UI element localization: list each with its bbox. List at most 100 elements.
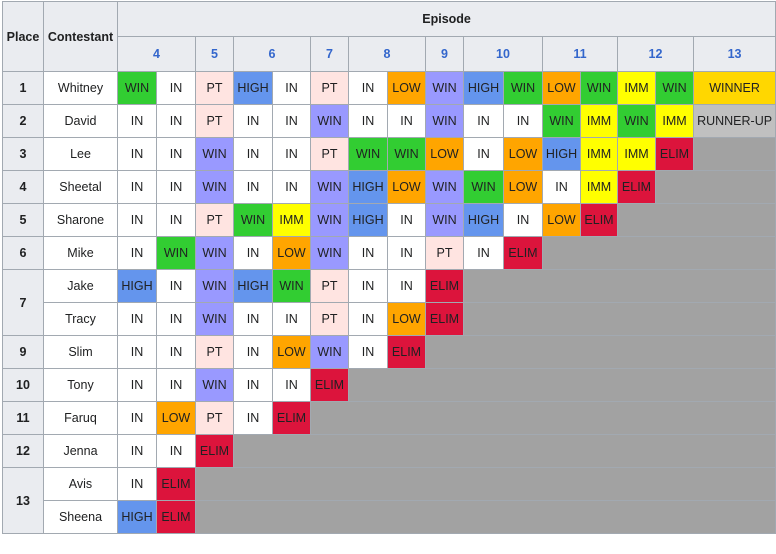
result-cell: WIN (655, 71, 694, 105)
result-cell: ELIM (655, 137, 694, 171)
result-cell: LOW (156, 401, 196, 435)
eliminated-blank (541, 236, 776, 270)
progress-table: Place Contestant Episode 4 5 6 7 8 9 10 11 12 13 … (2, 1, 776, 534)
result-cell: PT (195, 71, 234, 105)
table-row: 12 Jenna IN IN ELIM (2, 434, 776, 468)
result-cell: IN (348, 236, 388, 270)
result-cell: IN (117, 467, 157, 501)
contestant-header: Contestant (43, 1, 118, 72)
place-cell: 6 (2, 236, 44, 270)
table-row: Tracy IN IN WIN IN IN PT IN LOW ELIM (3, 302, 776, 336)
result-cell: IN (272, 71, 311, 105)
result-cell: IN (272, 170, 311, 204)
table-row: 4 Sheetal IN IN WIN IN IN WIN HIGH LOW WIN WIN LOW IN… (2, 170, 776, 204)
place-cell: 5 (2, 203, 44, 237)
eliminated-blank (309, 401, 776, 435)
result-cell: IN (156, 203, 196, 237)
result-cell: ELIM (580, 203, 618, 237)
result-cell: PT (310, 71, 349, 105)
result-cell: IN (117, 104, 157, 138)
result-cell: WIN (195, 302, 234, 336)
result-cell: IN (272, 137, 311, 171)
result-cell: IN (233, 302, 273, 336)
eliminated-blank (462, 269, 776, 303)
result-cell: IN (233, 137, 273, 171)
place-header: Place (2, 1, 44, 72)
result-cell: IN (156, 335, 196, 369)
result-cell: HIGH (542, 137, 581, 171)
result-cell: IN (117, 302, 157, 336)
result-cell: WIN (387, 137, 426, 171)
episode-10-header[interactable]: 10 (463, 36, 543, 72)
episode-9-header[interactable]: 9 (425, 36, 464, 72)
result-cell: WIN (310, 335, 349, 369)
contestant-name: Jake (43, 269, 118, 303)
result-cell: HIGH (117, 500, 157, 534)
result-cell: IN (233, 104, 273, 138)
result-cell: IMM (655, 104, 694, 138)
result-cell: IN (542, 170, 581, 204)
result-cell: IN (272, 104, 311, 138)
result-cell: WIN (233, 203, 273, 237)
contestant-name: David (43, 104, 118, 138)
result-cell: PT (195, 104, 234, 138)
result-cell: HIGH (348, 170, 388, 204)
result-cell: LOW (503, 170, 543, 204)
episode-11-header[interactable]: 11 (542, 36, 618, 72)
eliminated-blank (424, 335, 776, 369)
result-cell: PT (425, 236, 464, 270)
episode-5-header[interactable]: 5 (195, 36, 234, 72)
result-cell: IN (503, 203, 543, 237)
result-cell: HIGH (348, 203, 388, 237)
result-cell: HIGH (233, 71, 273, 105)
result-cell: ELIM (387, 335, 426, 369)
result-cell: IN (348, 335, 388, 369)
result-cell: IN (117, 137, 157, 171)
result-cell: WIN (617, 104, 656, 138)
episode-8-header[interactable]: 8 (348, 36, 426, 72)
result-cell: IMM (272, 203, 311, 237)
table-row: 1 Whitney WIN IN PT HIGH IN PT IN LOW WIN HIGH WIN LO… (2, 71, 776, 105)
eliminated-blank (654, 170, 776, 204)
table-row: 5 Sharone IN IN PT WIN IMM WIN HIGH IN WIN HIGH IN LO… (2, 203, 776, 237)
result-cell: WIN (425, 170, 464, 204)
episode-6-header[interactable]: 6 (233, 36, 311, 72)
contestant-name: Tracy (43, 302, 118, 336)
result-cell: IN (156, 104, 196, 138)
contestant-name: Mike (43, 236, 118, 270)
result-cell: LOW (387, 71, 426, 105)
table-row: 7 Jake HIGH IN WIN HIGH WIN PT IN IN ELIM (2, 269, 776, 336)
result-cell: WIN (195, 368, 234, 402)
result-cell: IMM (617, 137, 656, 171)
result-cell: LOW (387, 302, 426, 336)
episode-12-header[interactable]: 12 (617, 36, 694, 72)
eliminated-blank (692, 137, 776, 171)
result-cell: ELIM (310, 368, 349, 402)
result-cell: LOW (387, 170, 426, 204)
result-cell: WIN (580, 71, 618, 105)
result-cell: WIN (310, 236, 349, 270)
table-row: 3 Lee IN IN WIN IN IN PT WIN WIN LOW IN LOW HIGH IMM IM… (2, 137, 776, 171)
result-cell: IN (156, 71, 196, 105)
table-row: 13 Avis IN ELIM (2, 467, 776, 534)
result-cell: WIN (310, 170, 349, 204)
result-cell: IN (233, 170, 273, 204)
contestant-name: Jenna (43, 434, 118, 468)
result-cell: HIGH (117, 269, 157, 303)
result-cell: ELIM (425, 302, 464, 336)
result-cell: IN (348, 302, 388, 336)
episode-13-header[interactable]: 13 (692, 36, 776, 72)
table-row: Sheena HIGH ELIM (3, 500, 776, 534)
result-cell: WIN (310, 203, 349, 237)
header-row-1: Place Contestant Episode (2, 1, 776, 72)
result-cell: LOW (425, 137, 464, 171)
episode-7-header[interactable]: 7 (310, 36, 349, 72)
eliminated-blank (462, 302, 776, 336)
result-cell: PT (310, 137, 349, 171)
result-cell: IN (233, 236, 273, 270)
result-cell: WIN (195, 170, 234, 204)
contestant-name: Sharone (43, 203, 118, 237)
contestant-name: Whitney (43, 71, 118, 105)
result-cell: IN (348, 269, 388, 303)
episode-4-header[interactable]: 4 (117, 36, 196, 72)
